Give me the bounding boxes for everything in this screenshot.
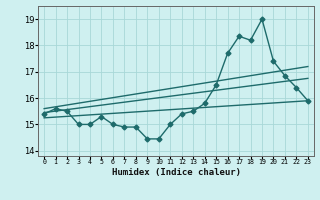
X-axis label: Humidex (Indice chaleur): Humidex (Indice chaleur) [111, 168, 241, 177]
